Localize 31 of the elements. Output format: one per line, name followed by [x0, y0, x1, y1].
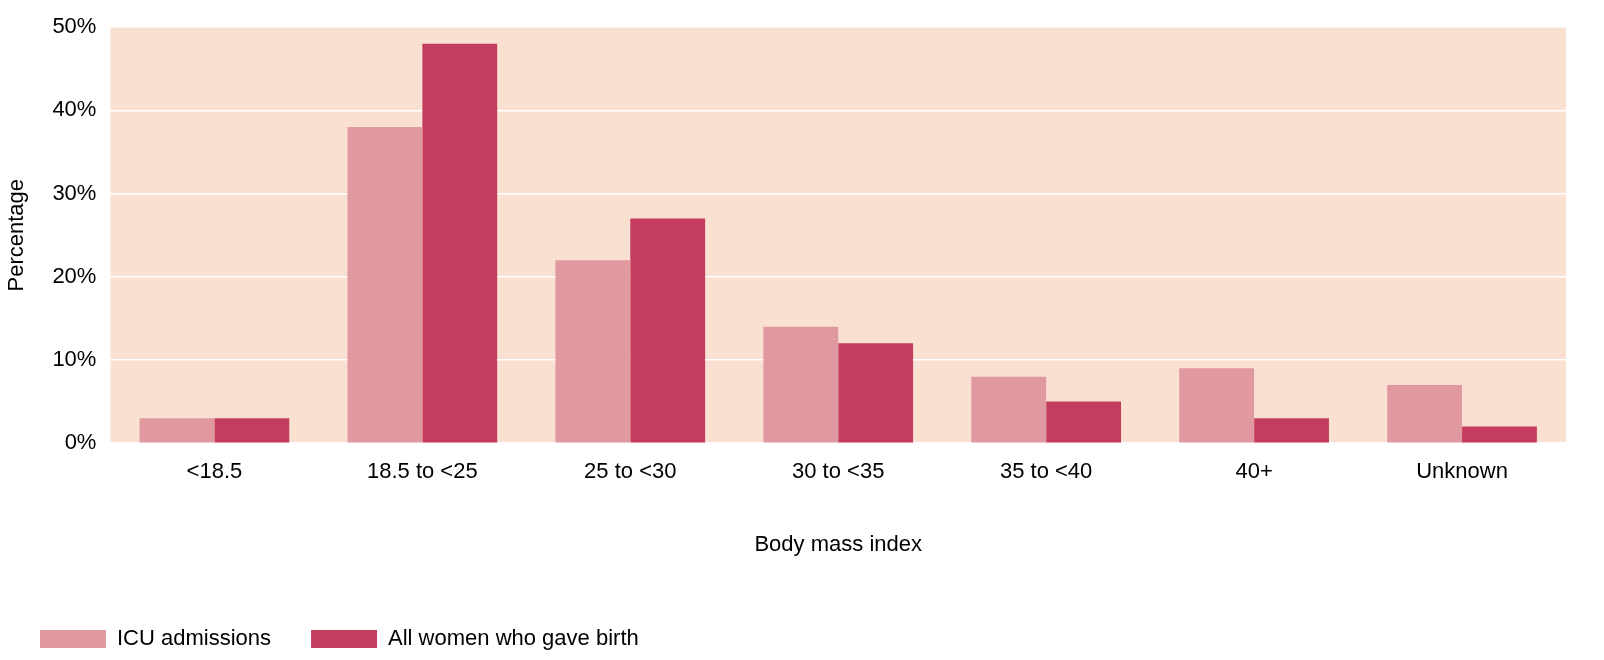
bar — [1254, 418, 1329, 443]
x-tick-label: Unknown — [1416, 458, 1508, 484]
bar — [1462, 426, 1537, 443]
bar — [1179, 368, 1255, 443]
y-tick-label: 10% — [52, 346, 97, 372]
y-axis-title: Percentage — [3, 178, 29, 292]
bar — [214, 418, 290, 443]
bar — [971, 376, 1047, 443]
bar — [139, 418, 215, 443]
x-tick-label: <18.5 — [186, 458, 243, 484]
legend-label: All women who gave birth — [388, 625, 639, 651]
bar — [422, 43, 498, 443]
bar — [1387, 384, 1463, 443]
y-tick-label: 20% — [52, 262, 97, 288]
x-tick-label: 40+ — [1235, 458, 1273, 484]
legend-label: ICU admissions — [117, 625, 272, 651]
x-tick-label: 30 to <35 — [792, 458, 885, 484]
bar — [838, 343, 914, 443]
x-axis-title: Body mass index — [754, 530, 922, 556]
y-tick-label: 30% — [52, 179, 97, 205]
bar — [763, 326, 839, 443]
bar — [347, 127, 423, 443]
x-tick-label: 25 to <30 — [584, 458, 677, 484]
bar — [555, 260, 631, 443]
x-tick-label: 18.5 to <25 — [366, 458, 478, 484]
bar — [1046, 401, 1122, 443]
y-tick-label: 40% — [52, 96, 97, 122]
y-tick-label: 0% — [64, 429, 97, 455]
bar — [630, 218, 706, 443]
x-tick-label: 35 to <40 — [999, 458, 1093, 484]
y-tick-label: 50% — [52, 13, 97, 39]
